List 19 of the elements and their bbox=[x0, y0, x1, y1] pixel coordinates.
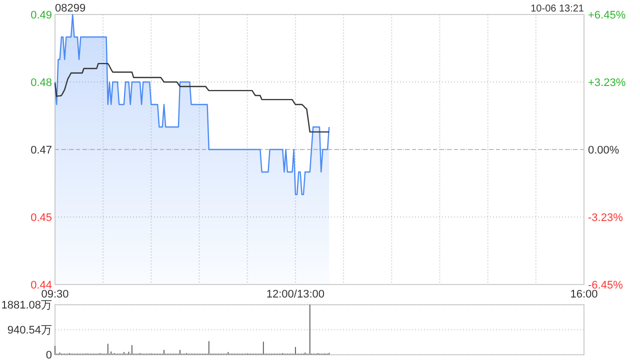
y-tick-label: 0.48 bbox=[30, 77, 52, 89]
y-tick-label: 1881.08万 bbox=[1, 300, 52, 312]
annotation: 10-06 13:21 bbox=[530, 4, 584, 14]
y2-tick-label: 0.00% bbox=[588, 144, 620, 156]
y-tick-label: 0.44 bbox=[30, 280, 52, 292]
y-tick-label: 0.47 bbox=[30, 144, 52, 156]
line-series bbox=[54, 62, 330, 133]
y2-tick-label: -3.23% bbox=[588, 212, 624, 224]
chart-title: 08299 bbox=[55, 2, 86, 14]
y2-tick-label: +3.23% bbox=[588, 76, 626, 89]
x-tick-label: 09:30 bbox=[41, 288, 69, 300]
y-tick-label: 940.54万 bbox=[7, 324, 52, 337]
y2-tick-label: +6.45% bbox=[588, 10, 626, 22]
y2-tick-label: -6.45% bbox=[588, 280, 624, 292]
y-tick-label: 0.45 bbox=[30, 212, 52, 224]
x-tick-label: 12:00/13:00 bbox=[266, 288, 325, 300]
y-tick-label: 0 bbox=[46, 350, 52, 360]
y-tick-label: 0.49 bbox=[30, 10, 52, 22]
x-tick-label: 16:00 bbox=[570, 288, 598, 300]
